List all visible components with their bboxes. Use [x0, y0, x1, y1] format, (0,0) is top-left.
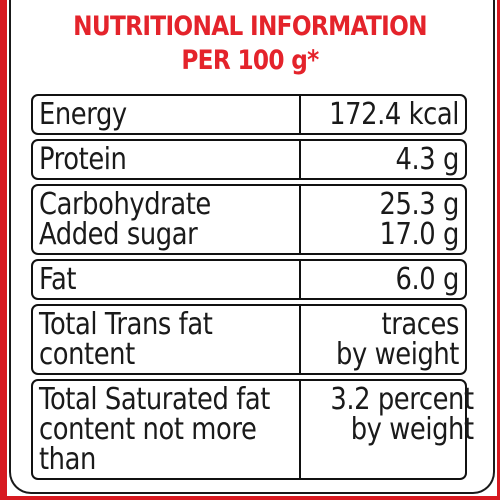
nutrient-subvalue: 17.0 g	[379, 217, 460, 252]
nutrient-name-cell: Fat	[33, 261, 301, 298]
nutrient-value-cell: 4.3 g	[301, 141, 465, 178]
nutrient-name: Total Trans fat	[39, 307, 213, 342]
nutrient-row-trans-fat: Total Trans fat content traces by weight	[31, 304, 467, 375]
nutrient-name-cell: Total Trans fat content	[33, 306, 301, 373]
nutrient-value-cell: 172.4 kcal	[301, 96, 465, 133]
nutrient-row-fat: Fat 6.0 g	[31, 259, 467, 300]
nutrient-value-cont: by weight	[350, 412, 474, 447]
nutrient-name-cont: content	[39, 337, 135, 372]
nutrient-name: Fat	[39, 262, 77, 297]
title-line-1: NUTRITIONAL INFORMATION	[73, 11, 427, 42]
nutrient-name: Protein	[39, 142, 127, 177]
nutrient-row-protein: Protein 4.3 g	[31, 139, 467, 180]
nutrient-name-cont: content not more	[39, 412, 257, 447]
nutrient-value: 172.4 kcal	[329, 97, 459, 132]
nutrient-value-cont: by weight	[336, 337, 459, 372]
nutrient-name-cont: than	[39, 442, 96, 477]
nutrient-row-carbohydrate: Carbohydrate Added sugar 25.3 g 17.0 g	[31, 184, 467, 255]
nutrient-name-cell: Total Saturated fat content not more tha…	[33, 381, 301, 478]
title-line-2: PER 100 g*	[181, 45, 319, 76]
nutrient-name: Energy	[39, 97, 127, 132]
nutrient-name-cell: Carbohydrate Added sugar	[33, 186, 301, 253]
nutrient-name: Carbohydrate	[39, 187, 211, 222]
nutrient-value: 4.3 g	[395, 142, 460, 177]
package-red-border-left	[0, 0, 7, 500]
nutrient-value: 25.3 g	[379, 187, 460, 222]
nutrition-title: NUTRITIONAL INFORMATION PER 100 g*	[35, 10, 465, 78]
nutrient-name: Total Saturated fat	[39, 382, 270, 417]
nutrient-value-cell: 3.2 percent by weight	[301, 381, 480, 478]
nutrient-row-saturated-fat: Total Saturated fat content not more tha…	[31, 379, 474, 480]
nutrient-row-energy: Energy 172.4 kcal	[31, 94, 467, 135]
nutrient-value-cell: 25.3 g 17.0 g	[301, 186, 465, 253]
nutrient-value: 3.2 percent	[330, 382, 474, 417]
package-red-border-bottom	[0, 496, 500, 500]
package-red-border-right	[497, 0, 500, 500]
nutrient-subname: Added sugar	[39, 217, 198, 252]
nutrient-value-cell: 6.0 g	[301, 261, 465, 298]
nutrient-value-cell: traces by weight	[301, 306, 465, 373]
nutrient-value: traces	[381, 307, 460, 342]
nutrient-value: 6.0 g	[395, 262, 460, 297]
nutrient-name-cell: Protein	[33, 141, 301, 178]
nutrition-table: Energy 172.4 kcal Protein 4.3 g Carbohyd…	[31, 94, 474, 484]
nutrient-name-cell: Energy	[33, 96, 301, 133]
